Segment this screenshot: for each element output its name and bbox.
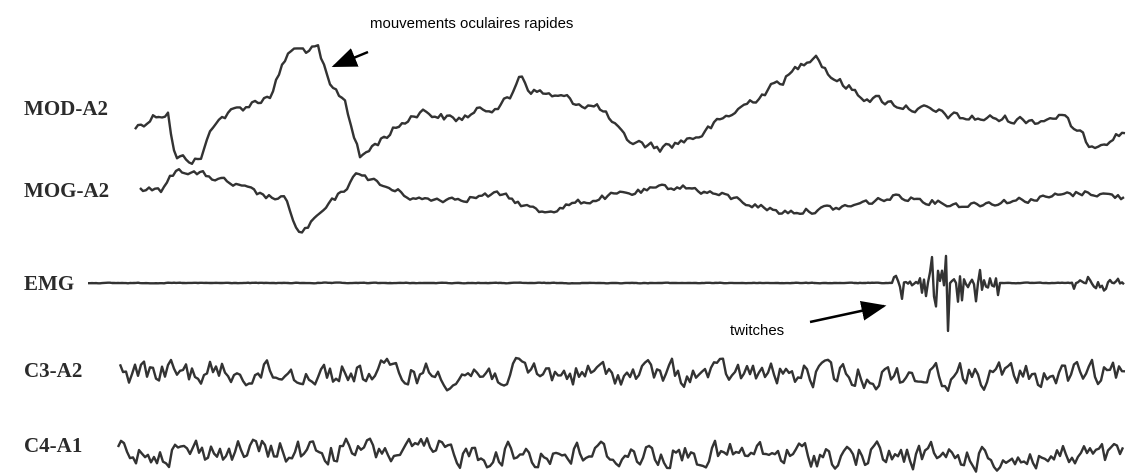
- channel-label: C3-A2: [24, 358, 82, 382]
- channel-label: MOG-A2: [24, 178, 109, 202]
- channel-label: EMG: [24, 271, 74, 295]
- channel-label: MOD-A2: [24, 96, 108, 120]
- arrow: [331, 48, 369, 68]
- c3-trace: [118, 356, 1126, 392]
- mog-trace: [139, 168, 1125, 234]
- mod-trace: [134, 44, 1126, 165]
- annotation: twitches: [730, 322, 784, 339]
- channel-label: C4-A1: [24, 433, 82, 457]
- annotation: mouvements oculaires rapides: [370, 15, 573, 32]
- c4-trace: [116, 437, 1125, 473]
- emg-trace: [88, 254, 1125, 333]
- arrow: [809, 300, 887, 324]
